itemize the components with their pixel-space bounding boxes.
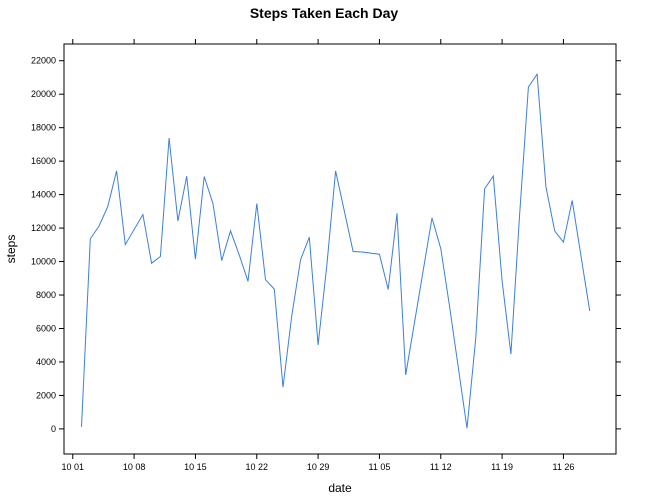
y-tick-label: 0 (51, 424, 56, 434)
y-axis: 0 2000 4000 6000 8000 10000 12000 14000 16000 180… (31, 56, 621, 434)
y-tick-label: 20000 (31, 89, 56, 99)
x-axis-title: date (328, 481, 352, 495)
x-tick-label: 11 12 (430, 462, 452, 472)
y-tick-label: 12000 (31, 223, 56, 233)
y-tick-label: 4000 (36, 357, 56, 367)
plot-frame (63, 43, 617, 455)
y-axis-title: steps (4, 235, 18, 264)
x-tick-label: 10 22 (245, 462, 268, 472)
x-tick-label: 11 05 (368, 462, 390, 472)
y-tick-label: 16000 (31, 156, 56, 166)
chart-title: Steps Taken Each Day (250, 5, 399, 21)
x-tick-label: 11 26 (552, 462, 574, 472)
y-tick-label: 6000 (36, 323, 56, 333)
y-tick-label: 8000 (36, 290, 56, 300)
x-tick-label: 11 19 (491, 462, 513, 472)
y-tick-label: 2000 (36, 390, 56, 400)
y-tick-label: 22000 (31, 56, 56, 66)
x-tick-label: 10 08 (123, 462, 146, 472)
x-axis: 10 01 10 08 10 15 10 22 10 29 11 05 11 12 11 19… (61, 39, 574, 472)
y-tick-label: 10000 (31, 257, 56, 267)
x-tick-label: 10 15 (184, 462, 207, 472)
x-tick-label: 10 29 (307, 462, 330, 472)
series-line (81, 72, 591, 429)
x-tick-label: 10 01 (61, 462, 84, 472)
y-tick-label: 18000 (31, 123, 56, 133)
y-tick-label: 14000 (31, 190, 56, 200)
